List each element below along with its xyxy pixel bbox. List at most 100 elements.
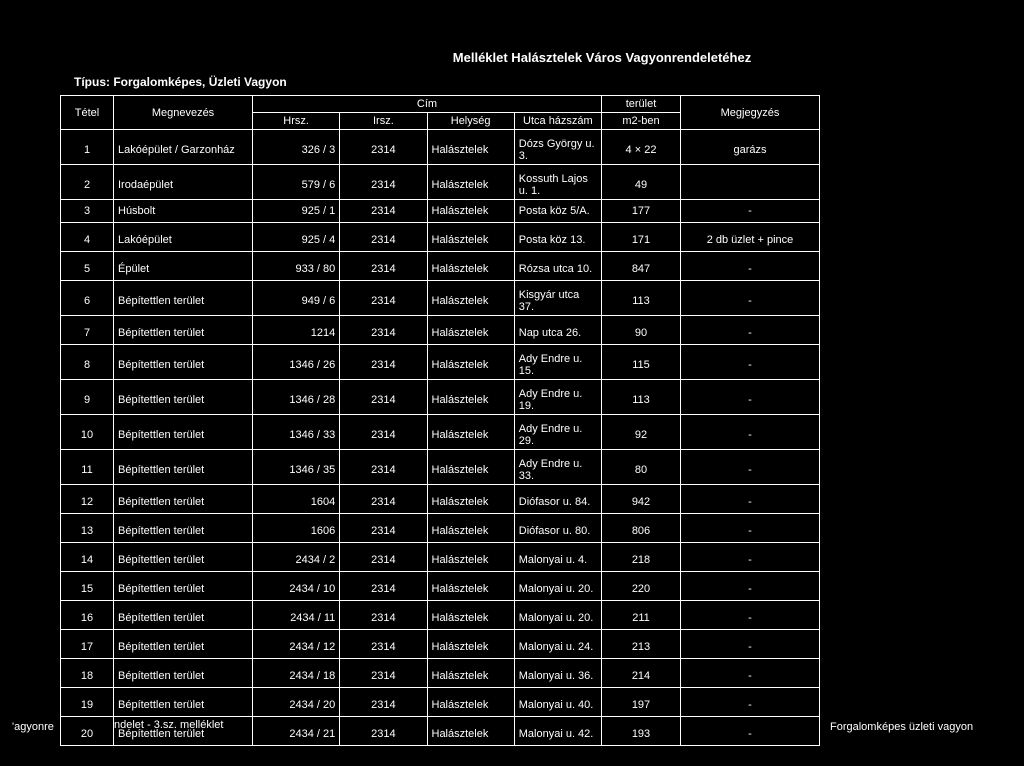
- cell-tetel: 2: [61, 165, 114, 200]
- cell-megjegyzes: -: [681, 688, 820, 717]
- cell-megjegyzes: [681, 165, 820, 200]
- table-row: 14Bépítettlen terület2434 / 22314Halászt…: [61, 543, 820, 572]
- cell-hrsz: 2434 / 12: [253, 630, 340, 659]
- cell-tetel: 13: [61, 514, 114, 543]
- cell-irsz: 2314: [340, 659, 427, 688]
- cell-irsz: 2314: [340, 717, 427, 746]
- table-row: 2Irodaépület579 / 62314HalásztelekKossut…: [61, 165, 820, 200]
- cell-megnevezes: Bépítettlen terület: [114, 572, 253, 601]
- table-row: 3Húsbolt925 / 12314HalásztelekPosta köz …: [61, 200, 820, 223]
- property-table: Tétel Megnevezés Cím terület Megjegyzés …: [60, 95, 820, 746]
- cell-helyseg: Halásztelek: [427, 630, 514, 659]
- th-hrsz: Hrsz.: [253, 113, 340, 130]
- cell-megnevezes: Bépítettlen terület: [114, 630, 253, 659]
- cell-terulet: 193: [602, 717, 681, 746]
- cell-tetel: 11: [61, 450, 114, 485]
- th-megnevezes: Megnevezés: [114, 96, 253, 130]
- cell-helyseg: Halásztelek: [427, 316, 514, 345]
- cell-megnevezes: Bépítettlen terület: [114, 281, 253, 316]
- cell-utca: Diófasor u. 84.: [514, 485, 601, 514]
- cell-hrsz: 949 / 6: [253, 281, 340, 316]
- table-row: 5Épület933 / 802314HalásztelekRózsa utca…: [61, 252, 820, 281]
- table-wrap: Tétel Megnevezés Cím terület Megjegyzés …: [60, 95, 984, 746]
- cell-hrsz: 1346 / 35: [253, 450, 340, 485]
- cell-terulet: 214: [602, 659, 681, 688]
- cell-helyseg: Halásztelek: [427, 514, 514, 543]
- cell-helyseg: Halásztelek: [427, 200, 514, 223]
- cell-tetel: 1: [61, 130, 114, 165]
- table-row: 12Bépítettlen terület16042314Halásztelek…: [61, 485, 820, 514]
- cell-terulet: 171: [602, 223, 681, 252]
- cell-megjegyzes: -: [681, 252, 820, 281]
- cell-hrsz: 2434 / 2: [253, 543, 340, 572]
- cell-terulet: 211: [602, 601, 681, 630]
- cell-utca: Malonyai u. 20.: [514, 572, 601, 601]
- cell-tetel: 5: [61, 252, 114, 281]
- cell-utca: Malonyai u. 20.: [514, 601, 601, 630]
- cell-terulet: 177: [602, 200, 681, 223]
- page-container: Melléklet Halásztelek Város Vagyonrendel…: [0, 0, 1024, 766]
- cell-megjegyzes: -: [681, 601, 820, 630]
- cell-helyseg: Halásztelek: [427, 601, 514, 630]
- table-row: 17Bépítettlen terület2434 / 122314Halász…: [61, 630, 820, 659]
- cell-megjegyzes: -: [681, 485, 820, 514]
- cell-utca: Rózsa utca 10.: [514, 252, 601, 281]
- cell-helyseg: Halásztelek: [427, 252, 514, 281]
- cell-tetel: 10: [61, 415, 114, 450]
- cell-tetel: 7: [61, 316, 114, 345]
- cell-hrsz: 933 / 80: [253, 252, 340, 281]
- cell-terulet: 806: [602, 514, 681, 543]
- th-megjegyzes: Megjegyzés: [681, 96, 820, 130]
- cell-helyseg: Halásztelek: [427, 717, 514, 746]
- table-row: 15Bépítettlen terület2434 / 102314Halász…: [61, 572, 820, 601]
- table-row: 19Bépítettlen terület2434 / 202314Halász…: [61, 688, 820, 717]
- cell-megjegyzes: -: [681, 659, 820, 688]
- th-terulet-top: terület: [602, 96, 681, 113]
- cell-irsz: 2314: [340, 601, 427, 630]
- th-terulet-bot: m2-ben: [602, 113, 681, 130]
- cell-tetel: 15: [61, 572, 114, 601]
- cell-terulet: 92: [602, 415, 681, 450]
- cell-megjegyzes: -: [681, 316, 820, 345]
- cell-terulet: 4 × 22: [602, 130, 681, 165]
- cell-megnevezes: Irodaépület: [114, 165, 253, 200]
- cell-terulet: 220: [602, 572, 681, 601]
- cell-helyseg: Halásztelek: [427, 485, 514, 514]
- cell-megnevezes: Bépítettlen terület: [114, 659, 253, 688]
- table-head: Tétel Megnevezés Cím terület Megjegyzés …: [61, 96, 820, 130]
- th-tetel: Tétel: [61, 96, 114, 130]
- table-row: 9Bépítettlen terület1346 / 282314Halászt…: [61, 380, 820, 415]
- cell-irsz: 2314: [340, 345, 427, 380]
- cell-utca: Dózs György u. 3.: [514, 130, 601, 165]
- cell-hrsz: 579 / 6: [253, 165, 340, 200]
- cell-utca: Ady Endre u. 29.: [514, 415, 601, 450]
- cell-hrsz: 1346 / 33: [253, 415, 340, 450]
- cell-megjegyzes: -: [681, 415, 820, 450]
- cell-megnevezes: Lakóépület: [114, 223, 253, 252]
- left-margin-overlay: 'agyonre: [12, 721, 54, 733]
- cell-utca: Malonyai u. 4.: [514, 543, 601, 572]
- table-row: 8Bépítettlen terület1346 / 262314Halászt…: [61, 345, 820, 380]
- cell-utca: Posta köz 13.: [514, 223, 601, 252]
- cell-utca: Malonyai u. 24.: [514, 630, 601, 659]
- cell-helyseg: Halásztelek: [427, 281, 514, 316]
- cell-tetel: 3: [61, 200, 114, 223]
- cell-terulet: 113: [602, 281, 681, 316]
- side-note-right: Forgalomképes üzleti vagyon: [830, 721, 973, 733]
- cell-megjegyzes: -: [681, 450, 820, 485]
- cell-terulet: 80: [602, 450, 681, 485]
- cell-megnevezes: Bépítettlen terület: [114, 415, 253, 450]
- cell-irsz: 2314: [340, 450, 427, 485]
- cell-utca: Kisgyár utca 37.: [514, 281, 601, 316]
- cell-terulet: 113: [602, 380, 681, 415]
- cell-tetel: 19: [61, 688, 114, 717]
- cell-irsz: 2314: [340, 415, 427, 450]
- cell-utca: Diófasor u. 80.: [514, 514, 601, 543]
- cell-megjegyzes: -: [681, 572, 820, 601]
- cell-terulet: 90: [602, 316, 681, 345]
- cell-megjegyzes: garázs: [681, 130, 820, 165]
- cell-irsz: 2314: [340, 316, 427, 345]
- table-row: 20ndelet - 3.sz. mellékletBépítettlen te…: [61, 717, 820, 746]
- cell-helyseg: Halásztelek: [427, 572, 514, 601]
- cell-utca: Kossuth Lajos u. 1.: [514, 165, 601, 200]
